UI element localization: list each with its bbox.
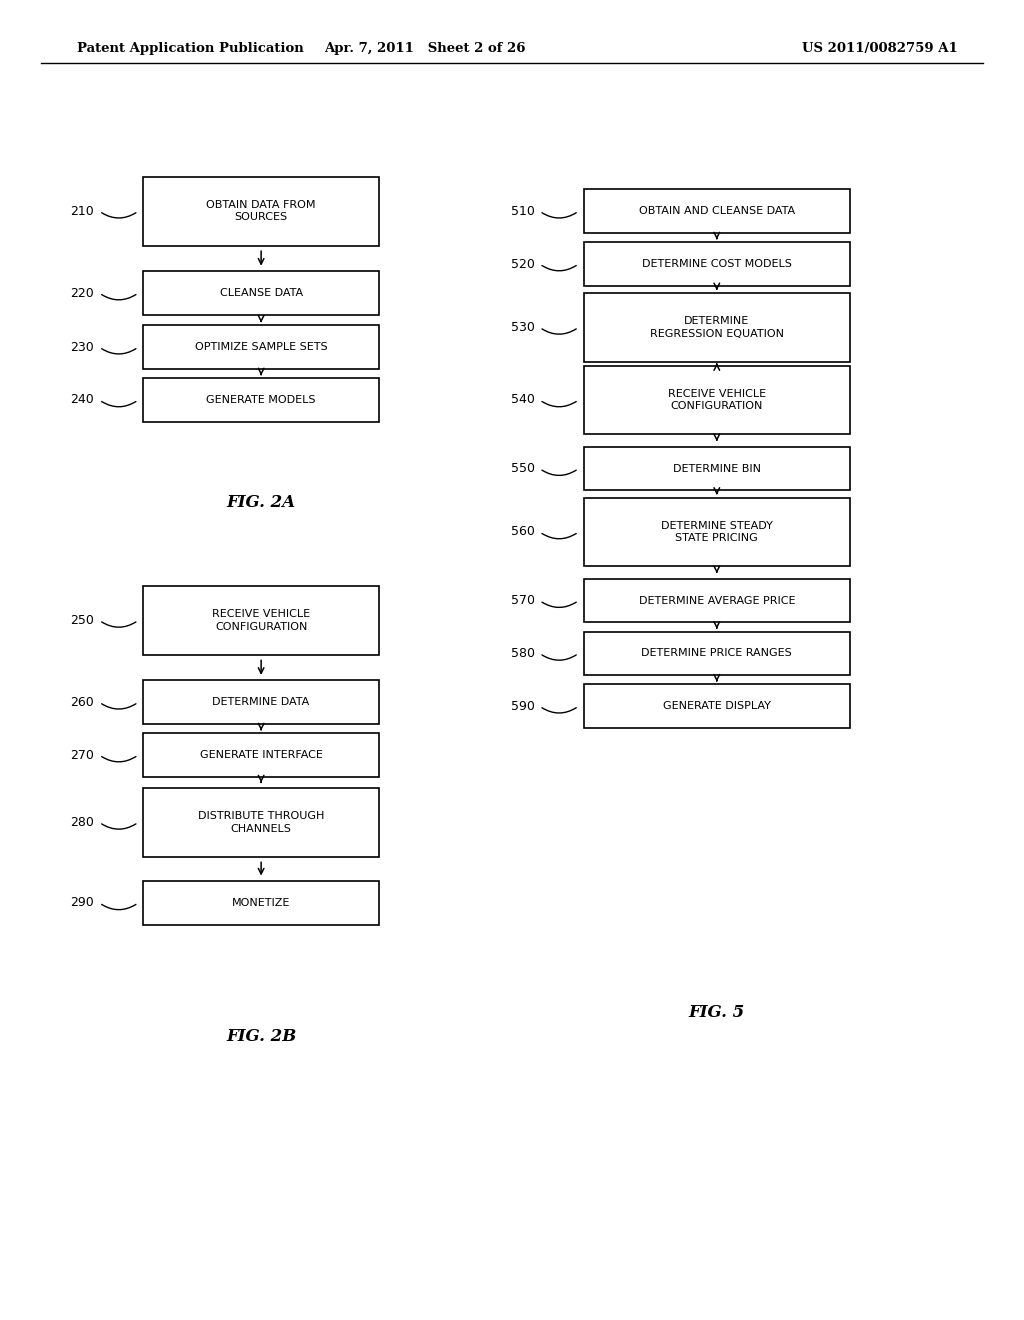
Text: RECEIVE VEHICLE
CONFIGURATION: RECEIVE VEHICLE CONFIGURATION <box>668 389 766 411</box>
Text: DETERMINE AVERAGE PRICE: DETERMINE AVERAGE PRICE <box>639 595 795 606</box>
Text: 220: 220 <box>71 286 94 300</box>
Text: DETERMINE
REGRESSION EQUATION: DETERMINE REGRESSION EQUATION <box>650 317 783 338</box>
Bar <box>143 378 379 422</box>
Text: Patent Application Publication: Patent Application Publication <box>77 42 303 55</box>
Text: 290: 290 <box>71 896 94 909</box>
Bar <box>143 586 379 655</box>
Text: 250: 250 <box>71 614 94 627</box>
Text: 240: 240 <box>71 393 94 407</box>
Bar <box>584 632 850 676</box>
Text: OBTAIN AND CLEANSE DATA: OBTAIN AND CLEANSE DATA <box>639 206 795 216</box>
Text: FIG. 2A: FIG. 2A <box>226 495 296 511</box>
Text: MONETIZE: MONETIZE <box>231 898 291 908</box>
Text: DISTRIBUTE THROUGH
CHANNELS: DISTRIBUTE THROUGH CHANNELS <box>198 812 325 833</box>
Bar <box>143 734 379 776</box>
Bar <box>584 684 850 729</box>
Text: OPTIMIZE SAMPLE SETS: OPTIMIZE SAMPLE SETS <box>195 342 328 352</box>
Text: OBTAIN DATA FROM
SOURCES: OBTAIN DATA FROM SOURCES <box>207 201 315 222</box>
Text: 530: 530 <box>511 321 535 334</box>
Text: DETERMINE DATA: DETERMINE DATA <box>213 697 309 708</box>
Text: FIG. 2B: FIG. 2B <box>226 1028 296 1044</box>
Text: 580: 580 <box>511 647 535 660</box>
Bar <box>584 190 850 232</box>
Text: 280: 280 <box>71 816 94 829</box>
Text: 260: 260 <box>71 696 94 709</box>
Bar <box>143 788 379 857</box>
Text: 570: 570 <box>511 594 535 607</box>
Text: US 2011/0082759 A1: US 2011/0082759 A1 <box>802 42 957 55</box>
Bar <box>584 498 850 566</box>
Bar <box>584 446 850 490</box>
Text: FIG. 5: FIG. 5 <box>689 1005 744 1020</box>
Bar <box>584 366 850 434</box>
Text: GENERATE INTERFACE: GENERATE INTERFACE <box>200 750 323 760</box>
Text: 520: 520 <box>511 257 535 271</box>
Bar <box>584 243 850 286</box>
Text: RECEIVE VEHICLE
CONFIGURATION: RECEIVE VEHICLE CONFIGURATION <box>212 610 310 631</box>
Text: 210: 210 <box>71 205 94 218</box>
Bar <box>584 578 850 622</box>
Text: 550: 550 <box>511 462 535 475</box>
Text: 270: 270 <box>71 748 94 762</box>
Bar <box>143 882 379 924</box>
Bar <box>143 177 379 246</box>
Text: 540: 540 <box>511 393 535 407</box>
Text: DETERMINE BIN: DETERMINE BIN <box>673 463 761 474</box>
Text: DETERMINE PRICE RANGES: DETERMINE PRICE RANGES <box>641 648 793 659</box>
Text: Apr. 7, 2011   Sheet 2 of 26: Apr. 7, 2011 Sheet 2 of 26 <box>325 42 525 55</box>
Text: DETERMINE STEADY
STATE PRICING: DETERMINE STEADY STATE PRICING <box>660 521 773 543</box>
Text: 560: 560 <box>511 525 535 539</box>
Text: CLEANSE DATA: CLEANSE DATA <box>219 288 303 298</box>
Bar <box>143 681 379 723</box>
Text: 510: 510 <box>511 205 535 218</box>
Text: GENERATE DISPLAY: GENERATE DISPLAY <box>663 701 771 711</box>
Text: GENERATE MODELS: GENERATE MODELS <box>207 395 315 405</box>
Text: DETERMINE COST MODELS: DETERMINE COST MODELS <box>642 259 792 269</box>
Bar <box>143 272 379 314</box>
Text: 590: 590 <box>511 700 535 713</box>
Text: 230: 230 <box>71 341 94 354</box>
Bar <box>143 325 379 368</box>
Bar <box>584 293 850 362</box>
